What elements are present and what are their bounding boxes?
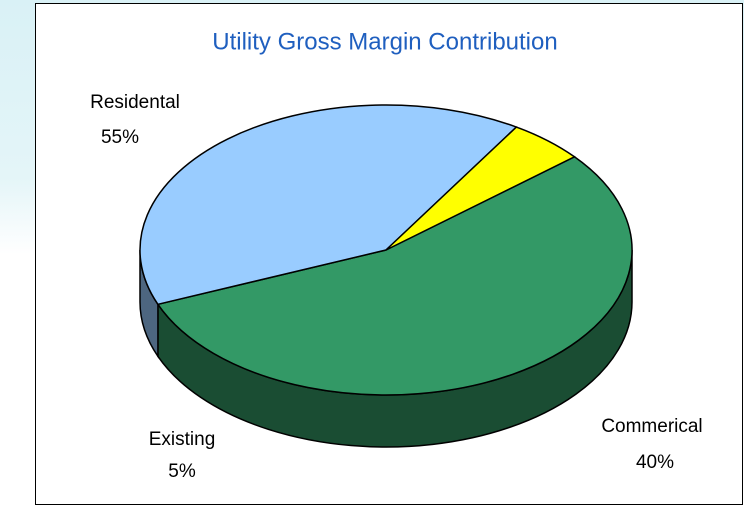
chart-title: Utility Gross Margin Contribution <box>212 28 557 55</box>
value-label: 5% <box>168 461 196 482</box>
slice <box>156 155 633 396</box>
slice-label: Existing <box>149 429 216 450</box>
value-label: 55% <box>101 127 139 148</box>
slice <box>139 104 518 306</box>
slice-label: Residental <box>90 92 180 113</box>
value-label: 40% <box>636 452 674 473</box>
slice-label: Commerical <box>601 416 702 437</box>
slice <box>385 126 576 251</box>
